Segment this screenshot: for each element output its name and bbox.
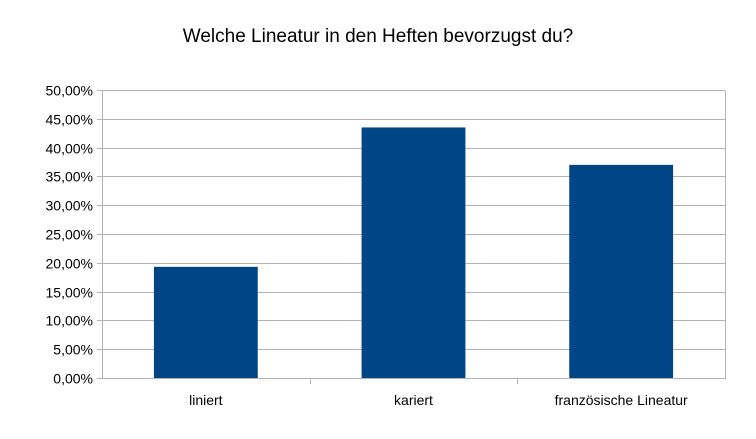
y-tick-label: 50,00% (46, 83, 93, 99)
y-tick-label: 10,00% (46, 313, 93, 329)
bars (153, 127, 674, 378)
y-tick-label: 15,00% (46, 285, 93, 301)
x-category-label: liniert (189, 392, 223, 408)
y-tick-label: 20,00% (46, 256, 93, 272)
x-axis-category-labels: liniert kariert französische Lineatur (189, 392, 688, 408)
bar-2 (361, 127, 466, 378)
y-tick-label: 25,00% (46, 227, 93, 243)
y-tick-label: 45,00% (46, 112, 93, 128)
x-category-label: französische Lineatur (555, 392, 688, 408)
y-axis-tick-labels: 0,00% 5,00% 10,00% 15,00% 20,00% 25,00% 30,00%… (46, 83, 93, 387)
y-tick-label: 35,00% (46, 169, 93, 185)
bar-1 (153, 266, 258, 378)
y-tick-label: 30,00% (46, 198, 93, 214)
bar-3 (569, 164, 674, 378)
chart-title: Welche Lineatur in den Heften bevorzugst… (183, 26, 573, 47)
y-tick-label: 40,00% (46, 141, 93, 157)
x-category-label: kariert (394, 392, 433, 408)
axes (97, 90, 726, 384)
y-tick-label: 0,00% (53, 371, 93, 387)
y-tick-label: 5,00% (53, 342, 93, 358)
